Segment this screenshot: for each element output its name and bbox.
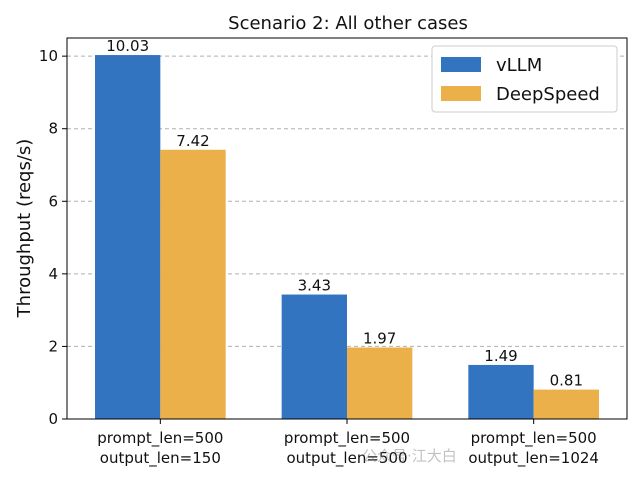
bar-vllm-2 <box>468 364 534 419</box>
y-axis-ticks: 0 2 4 6 8 10 <box>39 47 67 428</box>
chart-title: Scenario 2: All other cases <box>228 13 468 34</box>
bar-vllm-1 <box>281 294 347 419</box>
x-tick-label: prompt_len=500 <box>284 429 410 448</box>
watermark-text: 公众号·江大白 <box>362 447 457 465</box>
legend: vLLM DeepSpeed <box>431 45 618 113</box>
legend-label-deepspeed: DeepSpeed <box>496 84 600 105</box>
y-tick-label: 10 <box>39 47 58 65</box>
y-tick-label: 6 <box>48 192 58 210</box>
data-labels: 10.03 7.42 3.43 1.97 1.49 0.81 <box>106 37 583 390</box>
bar-vllm-0 <box>95 55 161 419</box>
x-axis-ticks: prompt_len=500output_len=150prompt_len=5… <box>97 419 599 468</box>
plot-frame <box>66 37 628 420</box>
bar-deepspeed-1 <box>347 347 413 419</box>
bars <box>95 55 599 419</box>
bar-deepspeed-2 <box>533 389 599 419</box>
data-label: 10.03 <box>106 37 149 55</box>
y-tick-label: 8 <box>48 120 58 138</box>
y-tick-label: 4 <box>48 265 58 283</box>
y-axis-label: Throughput (reqs/s) <box>14 139 35 319</box>
data-label: 7.42 <box>176 132 209 150</box>
data-label: 1.49 <box>484 347 517 365</box>
y-tick-label: 0 <box>48 410 58 428</box>
data-label: 3.43 <box>298 277 331 295</box>
bar-deepspeed-0 <box>160 149 226 419</box>
x-tick-label: prompt_len=500 <box>471 429 597 448</box>
data-label: 1.97 <box>363 330 396 348</box>
x-tick-label: output_len=500 <box>286 449 407 468</box>
x-tick-label: prompt_len=500 <box>97 429 223 448</box>
data-label: 0.81 <box>550 372 583 390</box>
legend-label-vllm: vLLM <box>496 55 542 76</box>
x-tick-label: output_len=1024 <box>468 449 599 468</box>
x-tick-label: output_len=150 <box>100 449 221 468</box>
y-tick-label: 2 <box>48 337 58 355</box>
legend-swatch-deepspeed <box>441 86 481 101</box>
legend-swatch-vllm <box>441 57 481 72</box>
